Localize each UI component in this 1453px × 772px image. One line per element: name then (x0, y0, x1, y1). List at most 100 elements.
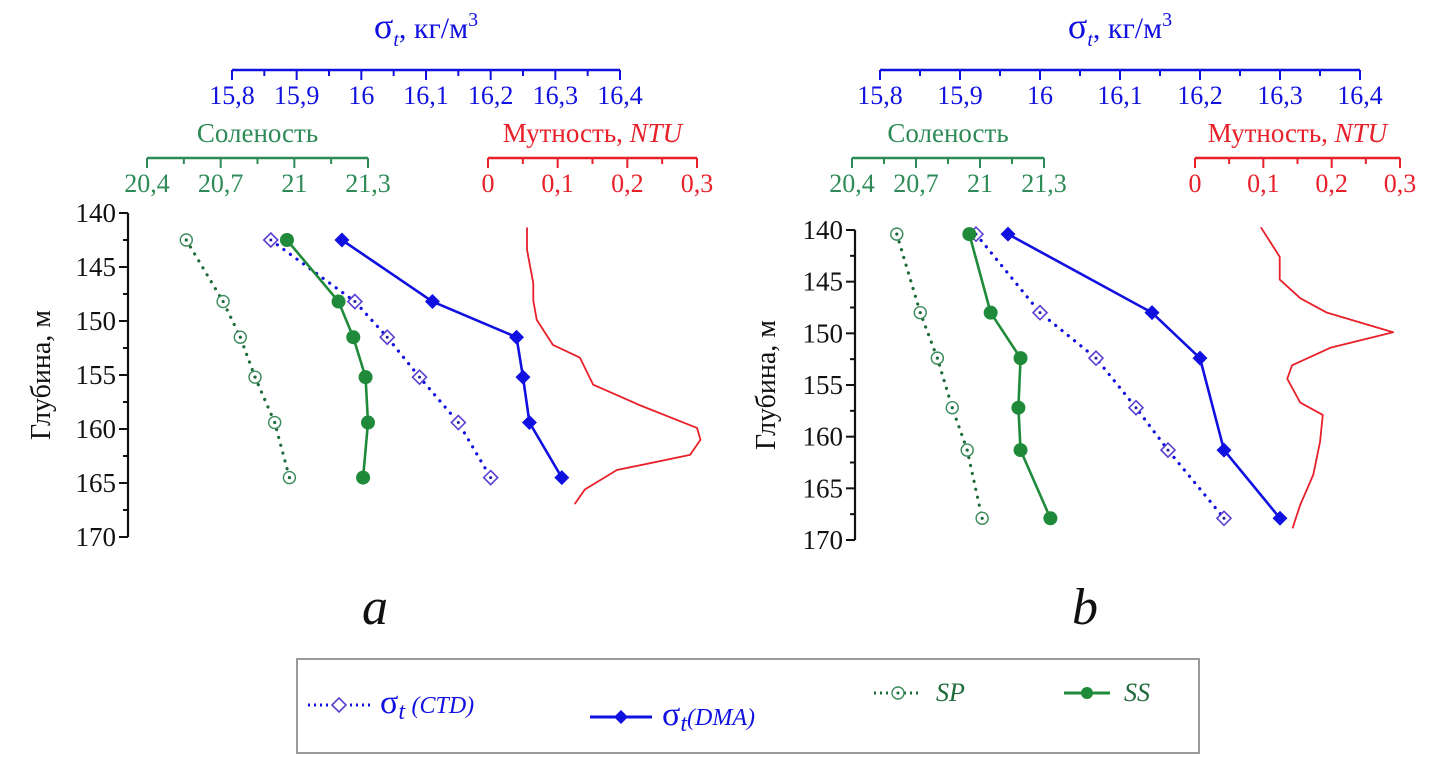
sigma-axis: 15,8 15,9 16 16,1 16,2 16,3 16,4 σt, кг/м3 (857, 6, 1383, 110)
data-point-center-dot (918, 311, 922, 315)
salinity-axis-title: Соленость (887, 118, 1008, 148)
sigma-axis: 15,8 15,9 16 16,1 16,2 16,3 16,4 σt, кг/м3 (209, 6, 643, 110)
data-point-filled-circle (962, 227, 977, 242)
sigma-axis-tick-label: 16,3 (533, 81, 579, 110)
panel-label-b: b (1072, 579, 1098, 636)
series-solid-line-turbidity (1260, 227, 1395, 529)
data-point-filled-circle (1043, 511, 1058, 526)
data-point-center-dot (418, 375, 422, 379)
data-point-center-dot (980, 516, 984, 520)
depth-tick-label: 170 (76, 522, 117, 552)
turbidity-axis-tick-label: 0,2 (1315, 169, 1348, 198)
salinity-axis-tick-label: 21,3 (345, 169, 391, 198)
legend-item-ctd: σt (CTD) (306, 684, 474, 726)
data-point-center-dot (184, 238, 188, 242)
data-point-filled-circle (1013, 351, 1028, 366)
sigma-axis-tick-label: 15,8 (857, 81, 903, 110)
sigma-axis-tick-label: 16,1 (1097, 81, 1143, 110)
series-line (340, 238, 564, 479)
sigma-axis-title: σt, кг/м3 (1068, 6, 1172, 51)
data-point-filled-diamond (1000, 226, 1016, 242)
legend-marker-dma (590, 710, 652, 725)
depth-tick-label: 140 (76, 198, 117, 228)
panel-label-a: a (362, 579, 388, 636)
sigma-axis-tick-label: 16,2 (468, 81, 514, 110)
sigma-axis-tick-label: 15,9 (274, 81, 320, 110)
data-point-filled-circle (331, 294, 346, 309)
legend-label-sp: SP (936, 678, 965, 707)
sigma-axis-tick-label: 16,4 (1337, 81, 1383, 110)
turbidity-axis-title: Мутность, NTU (1208, 118, 1389, 148)
series-line (184, 238, 292, 480)
sigma-axis-tick-label: 16,4 (597, 81, 643, 110)
data-point-center-dot (385, 335, 389, 339)
legend-label-dma: σt(DMA) (662, 696, 755, 738)
depth-tick-label: 145 (803, 267, 844, 297)
depth-tick-label: 160 (803, 422, 844, 452)
sigma-axis-tick-label: 16 (1027, 81, 1053, 110)
legend-label-ss: SS (1124, 678, 1150, 707)
data-point-filled-diamond (554, 470, 570, 486)
series-solid-line-turbidity (526, 227, 702, 505)
turbidity-axis-tick-label: 0,3 (1384, 169, 1417, 198)
depth-tick-label: 140 (803, 215, 844, 245)
salinity-axis: 20,4 20,7 21 21,3 Соленость (124, 118, 391, 198)
data-point-filled-diamond (1272, 510, 1288, 526)
data-point-filled-diamond (424, 294, 440, 310)
series-line (1260, 227, 1395, 529)
data-point-filled-diamond (521, 415, 537, 431)
legend-item-dma: σt(DMA) (588, 696, 755, 738)
depth-axis: 140 145 150 155 160 165 170 Глубина, м (751, 215, 857, 555)
data-point-filled-diamond (1216, 442, 1232, 458)
turbidity-axis-tick-label: 0,3 (681, 169, 714, 198)
salinity-axis-tick-label: 20,4 (829, 169, 875, 198)
data-point-center-dot (456, 421, 460, 425)
series-solid-filled-circle-salinity (279, 233, 375, 485)
salinity-axis-tick-label: 21,3 (1021, 169, 1067, 198)
depth-axis: 140 145 150 155 160 165 170 Глубина, м (26, 198, 130, 552)
series-solid-filled-diamond-sigma (334, 232, 570, 486)
salinity-axis-tick-label: 20,7 (198, 169, 244, 198)
data-point-center-dot (489, 476, 493, 480)
depth-tick-label: 155 (803, 370, 844, 400)
legend-marker-ctd (308, 696, 370, 714)
data-point-filled-circle (279, 233, 294, 247)
turbidity-axis-tick-label: 0,2 (611, 169, 644, 198)
series-dotted-open-circle-salinity (179, 233, 297, 485)
salinity-axis-tick-label: 21 (967, 169, 993, 198)
data-point-center-dot (1222, 516, 1226, 520)
data-point-filled-circle (361, 415, 375, 430)
data-point-center-dot (1094, 356, 1098, 360)
sigma-axis-tick-label: 15,9 (937, 81, 983, 110)
series-line (1006, 232, 1282, 520)
series-dotted-open-circle-salinity (890, 227, 989, 525)
turbidity-axis: 0 0,1 0,2 0,3 Мутность, NTU (1189, 118, 1417, 198)
turbidity-axis-tick-label: 0,1 (1247, 169, 1280, 198)
salinity-axis-title: Соленость (197, 118, 318, 148)
series-solid-filled-circle-salinity (962, 227, 1058, 526)
data-point-center-dot (1134, 406, 1138, 410)
series-line (526, 227, 702, 505)
salinity-axis-tick-label: 20,7 (893, 169, 939, 198)
legend: σt (CTD) σt(DMA) SP SS (296, 658, 1200, 754)
turbidity-axis: 0 0,1 0,2 0,3 Мутность, NTU (482, 118, 714, 198)
data-point-filled-diamond (334, 232, 350, 248)
depth-tick-label: 155 (76, 360, 117, 390)
salinity-axis-tick-label: 20,4 (124, 169, 170, 198)
depth-tick-label: 170 (803, 525, 844, 555)
turbidity-axis-tick-label: 0 (482, 169, 495, 198)
data-point-center-dot (950, 406, 954, 410)
depth-tick-label: 165 (76, 468, 117, 498)
data-point-center-dot (353, 300, 357, 304)
series-line (895, 232, 984, 520)
data-point-filled-diamond (1192, 350, 1208, 366)
data-point-center-dot (221, 299, 225, 304)
data-point-center-dot (287, 476, 292, 480)
turbidity-axis-tick-label: 0,1 (541, 169, 574, 198)
data-point-filled-circle (983, 305, 998, 320)
data-point-filled-circle (1013, 443, 1028, 458)
data-point-center-dot (895, 232, 899, 236)
depth-tick-label: 145 (76, 252, 117, 282)
